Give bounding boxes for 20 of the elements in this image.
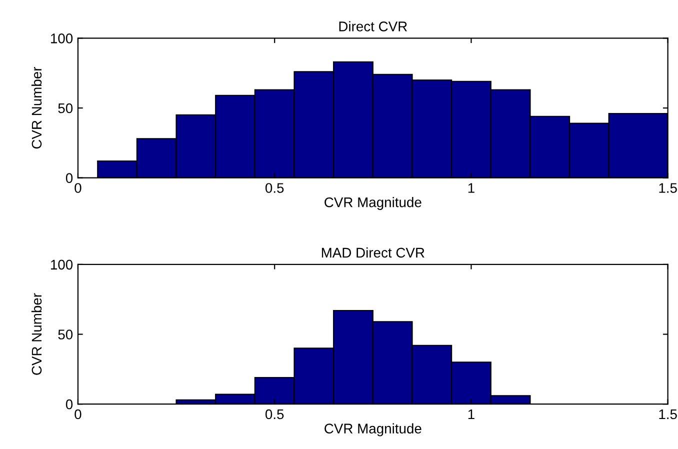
x-axis-title: CVR Magnitude	[324, 423, 422, 436]
y-tick-label: 50	[58, 103, 73, 114]
y-tick-label: 100	[50, 34, 73, 44]
y-tick-label: 50	[58, 330, 73, 340]
chart-title: MAD Direct CVR	[322, 247, 424, 258]
y-tick-label: 0	[66, 399, 73, 410]
x-axis-title: CVR Magnitude	[324, 197, 422, 210]
x-tick-label: 0.5	[265, 183, 284, 193]
x-tick-label: 1	[468, 409, 474, 420]
y-axis-title: CVR Number	[31, 293, 42, 375]
y-tick-label: 100	[50, 260, 73, 270]
x-tick-label: 1.5	[659, 183, 677, 193]
x-tick-label: 0	[74, 409, 82, 420]
x-tick-label: 0	[74, 183, 82, 193]
y-axis-title: CVR Number	[31, 66, 42, 149]
chart-title: Direct CVR	[339, 21, 407, 32]
x-tick-label: 0.5	[265, 409, 284, 420]
x-tick-label: 1.5	[659, 409, 677, 420]
y-tick-label: 0	[66, 173, 73, 184]
x-tick-label: 1	[468, 183, 474, 193]
